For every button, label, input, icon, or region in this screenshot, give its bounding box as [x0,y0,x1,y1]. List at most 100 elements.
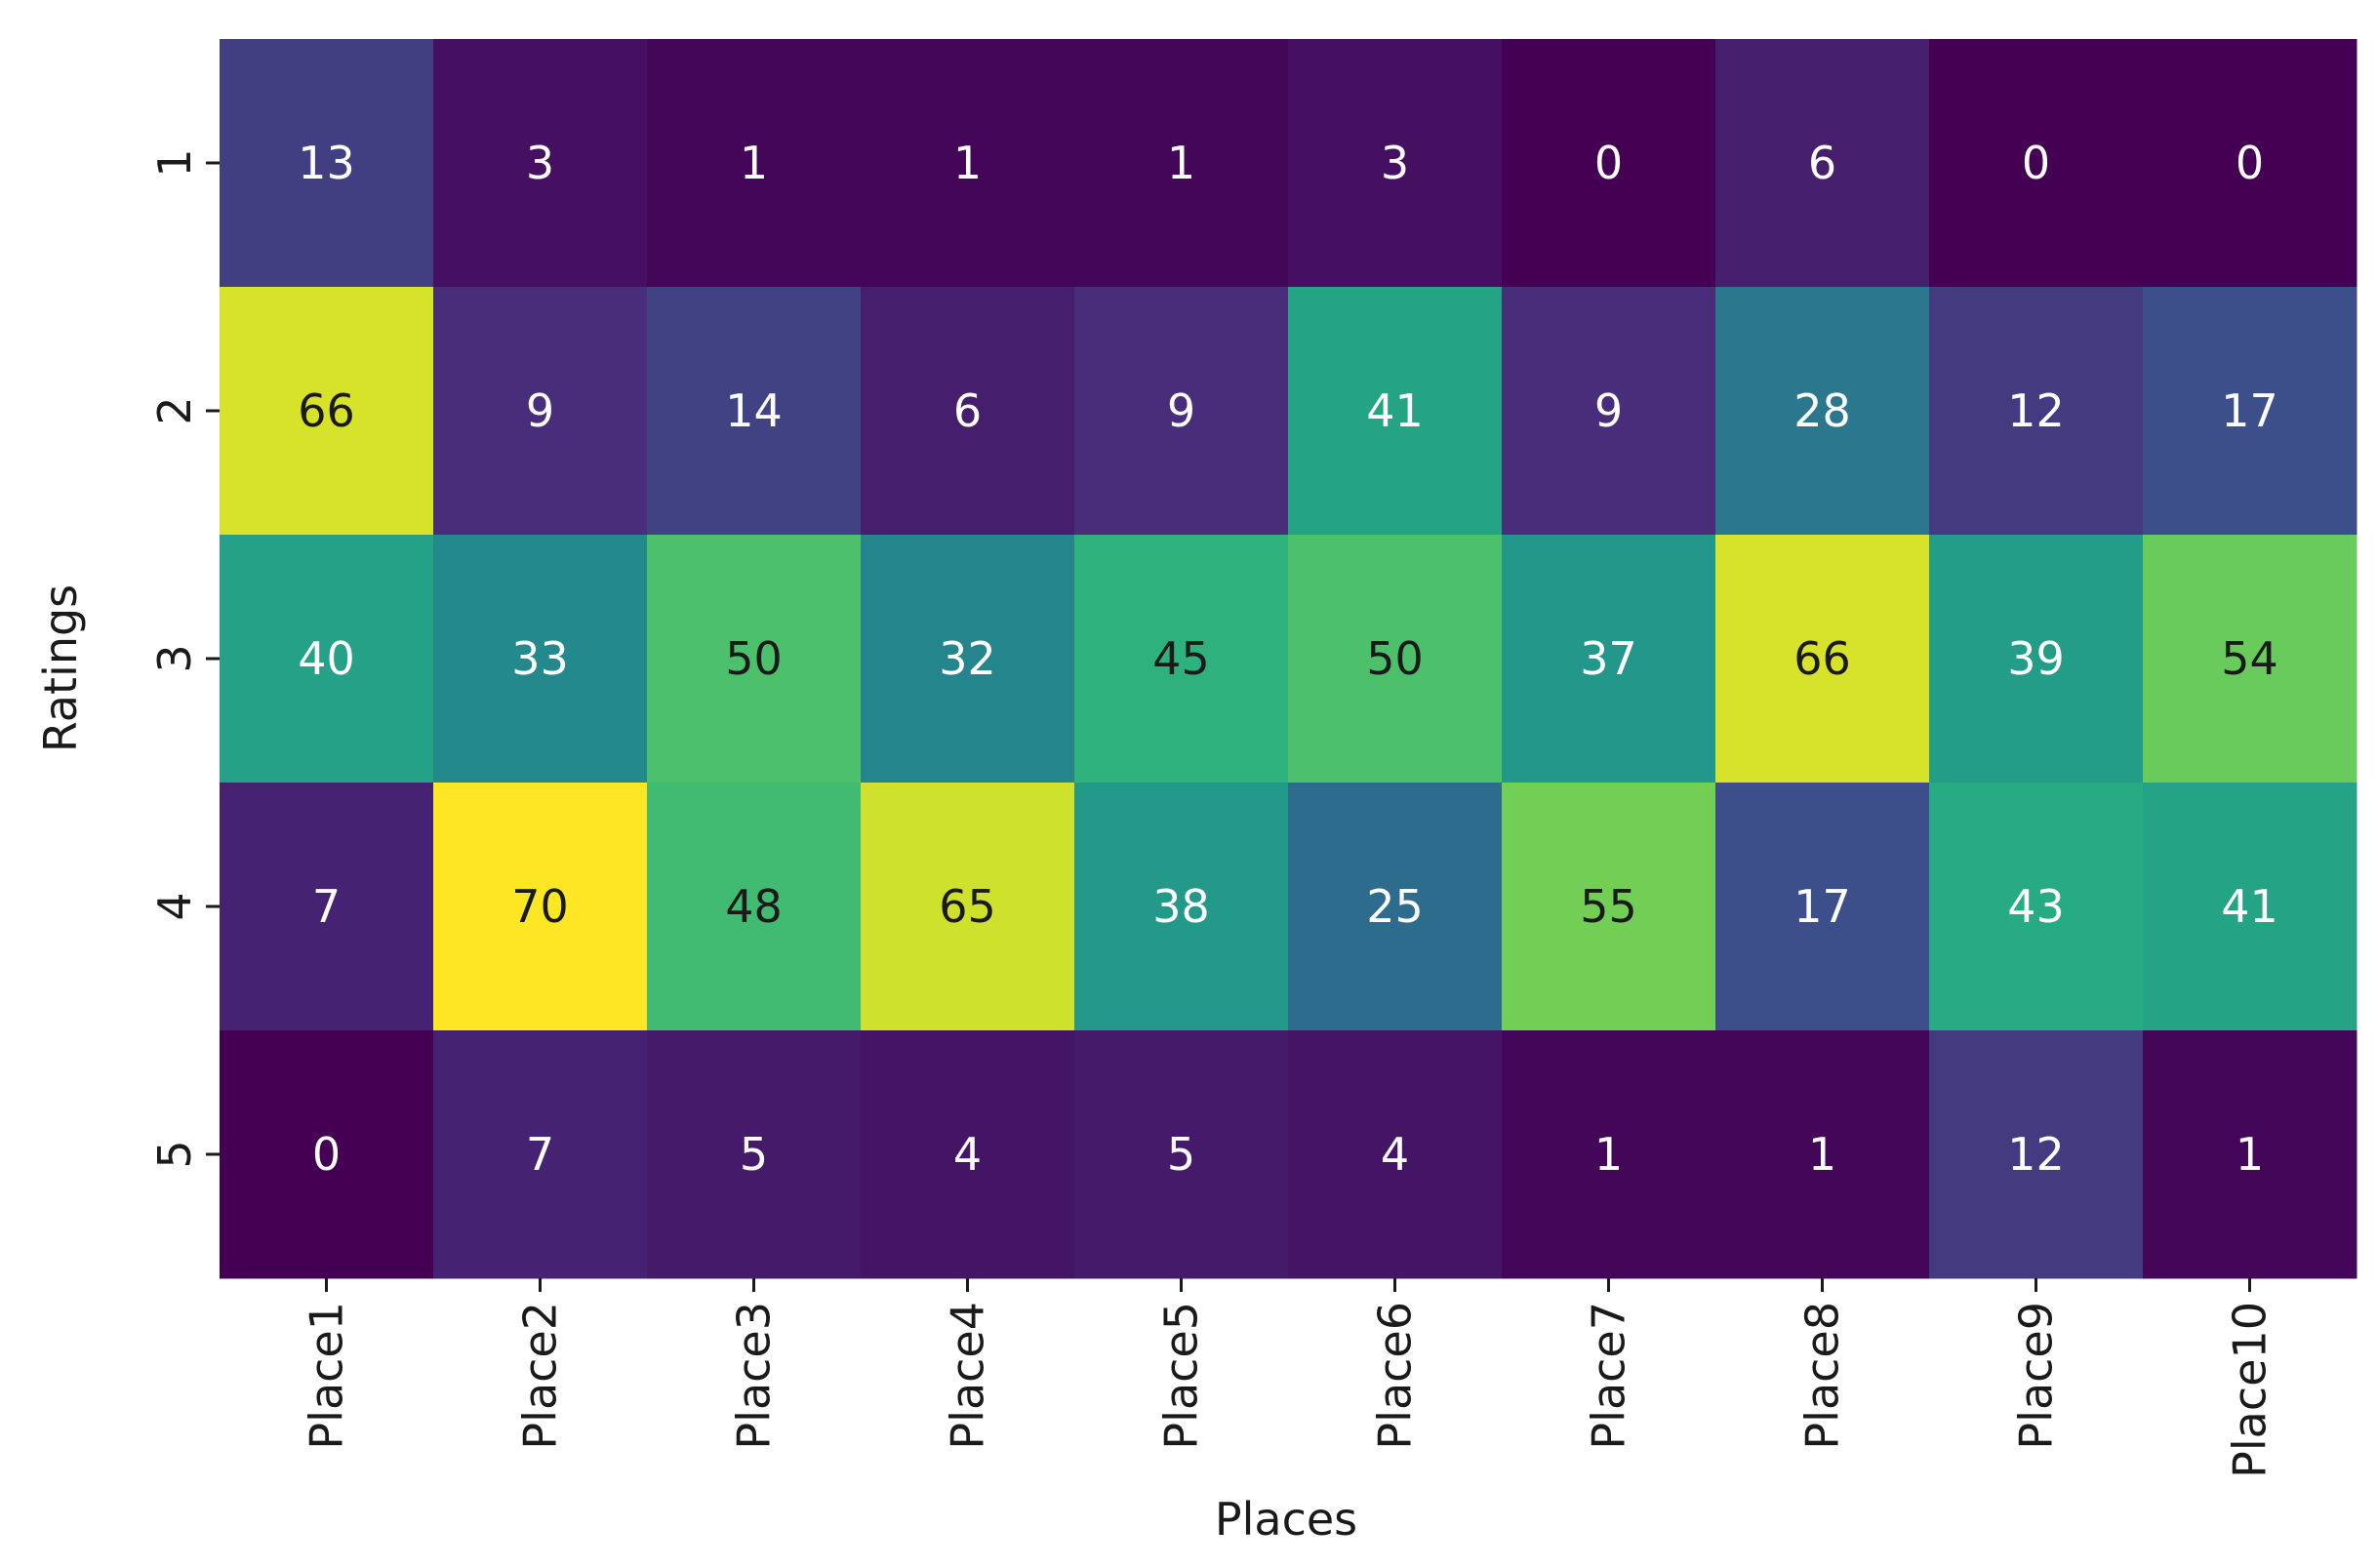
cell-value-r5-Place4: 4 [953,1128,982,1181]
heatmap-cell-r3-Place2 [433,535,648,784]
heatmap-cell-r2-Place4 [861,287,1075,536]
cell-value-r2-Place9: 12 [2007,384,2065,437]
heatmap-cell-r3-Place9 [1929,535,2144,784]
heatmap-cell-r5-Place2 [433,1030,648,1279]
cell-value-r1-Place6: 3 [1381,137,1409,189]
cell-value-r5-Place1: 0 [312,1128,341,1181]
cell-value-r4-Place3: 48 [725,880,783,933]
cell-value-r3-Place3: 50 [725,632,783,685]
heatmap-cell-r2-Place8 [1715,287,1930,536]
heatmap-cell-r4-Place10 [2143,783,2357,1031]
heatmap-cell-r1-Place3 [647,39,862,288]
x-tick-label-Place3: Place3 [728,1302,781,1450]
cell-value-r1-Place7: 0 [1594,137,1623,189]
cell-value-r2-Place1: 66 [298,384,355,437]
cell-value-r1-Place1: 13 [298,137,355,189]
y-axis: 1 2 3 4 5 [148,148,220,1169]
heatmap-cell-r1-Place8 [1715,39,1930,288]
x-tick-label-Place7: Place7 [1583,1302,1635,1450]
cell-value-r3-Place9: 39 [2007,632,2065,685]
cell-value-r4-Place8: 17 [1793,880,1851,933]
cell-value-r2-Place4: 6 [953,384,982,437]
heatmap-cell-r5-Place5 [1074,1030,1289,1279]
heatmap-cell-r3-Place1 [220,535,434,784]
heatmap-cells [220,39,2357,1279]
heatmap-cell-r4-Place1 [220,783,434,1031]
cell-value-r1-Place3: 1 [740,137,768,189]
cell-value-r2-Place7: 9 [1594,384,1623,437]
cell-value-r4-Place7: 55 [1580,880,1637,933]
heatmap-cell-r2-Place9 [1929,287,2144,536]
y-tick-label-1: 1 [148,148,201,177]
cell-value-r2-Place3: 14 [725,384,783,437]
x-tick-label-Place1: Place1 [301,1302,353,1450]
x-axis: Place1 Place2 Place3 Place4 Place5 Place6 Plac… [301,1278,2276,1478]
heatmap-cell-r4-Place9 [1929,783,2144,1031]
cell-value-r4-Place2: 70 [511,880,569,933]
cell-value-r1-Place10: 0 [2236,137,2264,189]
heatmap-cell-r5-Place8 [1715,1030,1930,1279]
heatmap-cell-r4-Place3 [647,783,862,1031]
heatmap-cell-r2-Place7 [1502,287,1716,536]
x-tick-label-Place5: Place5 [1155,1302,1208,1450]
y-tick-label-4: 4 [148,892,201,920]
cell-value-r4-Place5: 38 [1152,880,1210,933]
cell-value-r1-Place8: 6 [1808,137,1836,189]
cell-value-r2-Place2: 9 [526,384,554,437]
heatmap-cell-r4-Place7 [1502,783,1716,1031]
heatmap-cell-r1-Place10 [2143,39,2357,288]
heatmap-cell-r1-Place5 [1074,39,1289,288]
heatmap-cell-r1-Place4 [861,39,1075,288]
cell-value-r3-Place5: 45 [1152,632,1210,685]
heatmap-cell-r5-Place1 [220,1030,434,1279]
cell-value-r5-Place9: 12 [2007,1128,2065,1181]
heatmap-cell-r2-Place1 [220,287,434,536]
cell-value-r1-Place4: 1 [953,137,982,189]
y-tick-label-3: 3 [148,644,201,672]
y-tick-label-2: 2 [148,396,201,424]
cell-value-r5-Place5: 5 [1167,1128,1195,1181]
cell-value-r5-Place3: 5 [740,1128,768,1181]
cell-value-r2-Place8: 28 [1793,384,1851,437]
heatmap-cell-r4-Place2 [433,783,648,1031]
heatmap-cell-r4-Place5 [1074,783,1289,1031]
heatmap-cell-r2-Place3 [647,287,862,536]
heatmap-cell-r2-Place2 [433,287,648,536]
x-tick-label-Place2: Place2 [514,1302,567,1450]
cell-value-r3-Place2: 33 [511,632,569,685]
heatmap-cell-r1-Place1 [220,39,434,288]
heatmap-cell-r2-Place10 [2143,287,2357,536]
heatmap-cell-r5-Place4 [861,1030,1075,1279]
cell-value-r4-Place6: 25 [1366,880,1424,933]
heatmap-cell-r3-Place4 [861,535,1075,784]
cell-value-r3-Place4: 32 [939,632,996,685]
cell-value-r1-Place2: 3 [526,137,554,189]
x-tick-label-Place8: Place8 [1796,1302,1849,1450]
heatmap-cell-r2-Place5 [1074,287,1289,536]
cell-value-r1-Place9: 0 [2022,137,2050,189]
heatmap-cell-r5-Place10 [2143,1030,2357,1279]
x-tick-label-Place6: Place6 [1369,1302,1422,1450]
x-tick-label-Place9: Place9 [2010,1302,2063,1450]
cell-value-r1-Place5: 1 [1167,137,1195,189]
heatmap-cell-r3-Place6 [1288,535,1503,784]
cell-value-r4-Place10: 41 [2221,880,2278,933]
heatmap-cell-r2-Place6 [1288,287,1503,536]
heatmap-cell-r3-Place7 [1502,535,1716,784]
y-tick-label-5: 5 [148,1140,201,1168]
cell-value-r5-Place10: 1 [2236,1128,2264,1181]
heatmap-cell-r4-Place8 [1715,783,1930,1031]
heatmap-cell-r5-Place9 [1929,1030,2144,1279]
heatmap-cell-r4-Place6 [1288,783,1503,1031]
heatmap-cell-r3-Place10 [2143,535,2357,784]
cell-value-r4-Place4: 65 [939,880,996,933]
cell-value-r5-Place2: 7 [526,1128,554,1181]
heatmap-cell-r4-Place4 [861,783,1075,1031]
cell-value-r2-Place6: 41 [1366,384,1424,437]
cell-value-r3-Place6: 50 [1366,632,1424,685]
heatmap-cell-r3-Place5 [1074,535,1289,784]
heatmap-cell-r1-Place7 [1502,39,1716,288]
cell-value-r2-Place5: 9 [1167,384,1195,437]
